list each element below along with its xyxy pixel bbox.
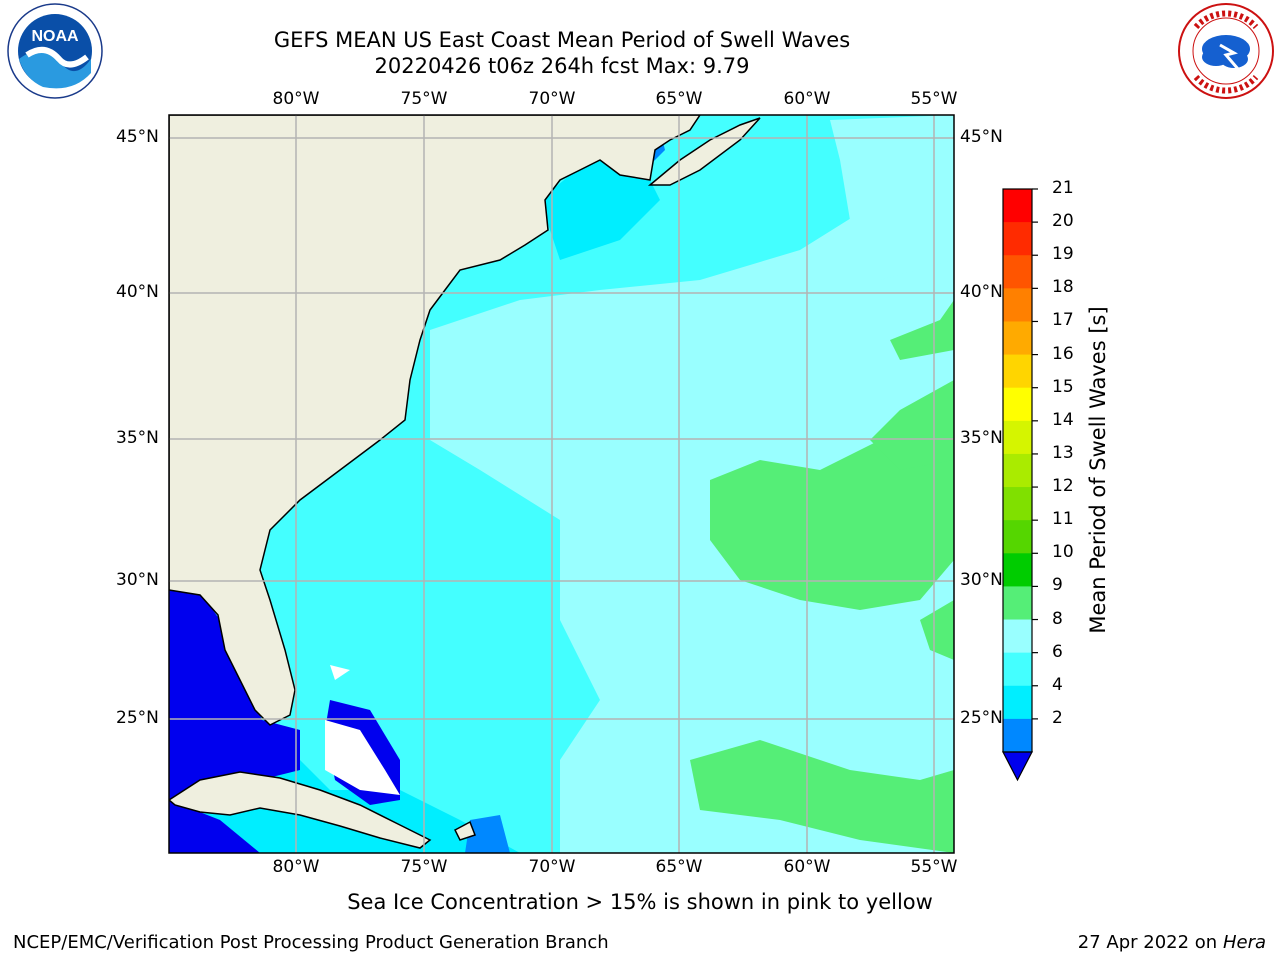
- lat-label-right-25n: 25°N: [960, 708, 1003, 728]
- lon-label-bottom-75w: 75°W: [400, 857, 448, 877]
- colorbar-tick-label: 10: [1052, 542, 1074, 563]
- colorbar-tick-label: 2: [1052, 707, 1063, 728]
- footer-machine: Hera: [1222, 932, 1266, 953]
- map-frame: [168, 114, 955, 854]
- colorbar-tick-label: 6: [1052, 641, 1063, 662]
- colorbar-frame: [1002, 188, 1033, 753]
- footer-on: on: [1194, 932, 1218, 953]
- colorbar-segment: [1003, 586, 1032, 621]
- land-hispaniola: [454, 820, 476, 841]
- sea-ice-note: Sea Ice Concentration > 15% is shown in …: [347, 890, 933, 914]
- land-nova-scotia: [647, 117, 761, 186]
- swell-2s-gulf-mexico: [169, 585, 300, 810]
- colorbar-tick-label: 20: [1052, 211, 1074, 232]
- colorbar-segment: [1003, 387, 1032, 422]
- colorbar-segment: [1003, 189, 1032, 223]
- lat-label-right-35n: 35°N: [960, 428, 1003, 448]
- colorbar-segment: [1003, 453, 1032, 488]
- colorbar-tick-label: 11: [1052, 509, 1074, 530]
- swell-6-8s-gulf-maine: [540, 150, 660, 260]
- colorbar-segment: [1003, 321, 1032, 356]
- lon-label-top-60w: 60°W: [783, 89, 831, 109]
- map-graticule: [169, 115, 954, 853]
- land-north-america: [169, 115, 701, 726]
- lat-label-left-30n: 30°N: [116, 570, 159, 590]
- lon-label-bottom-60w: 60°W: [783, 857, 831, 877]
- colorbar-tick-label: 18: [1052, 277, 1074, 298]
- lat-label-left-40n: 40°N: [116, 282, 159, 302]
- colorbar-segment: [1003, 553, 1032, 587]
- no-data-little-bahama-bank: [330, 665, 350, 680]
- swell-9s-southeast-patch: [690, 740, 954, 853]
- lat-label-right-45n: 45°N: [960, 127, 1003, 147]
- colorbar-tick-label: 8: [1052, 608, 1063, 629]
- lon-label-bottom-70w: 70°W: [528, 857, 576, 877]
- colorbar-tick-label: 12: [1052, 476, 1074, 497]
- swell-8-9s-northeast: [830, 115, 954, 280]
- lat-label-right-40n: 40°N: [960, 282, 1003, 302]
- colorbar-segment: [1003, 354, 1032, 389]
- map-title: GEFS MEAN US East Coast Mean Period of S…: [273, 28, 851, 52]
- colorbar-label: Mean Period of Swell Waves [s]: [1086, 306, 1110, 634]
- colorbar-segment: [1003, 420, 1032, 455]
- lat-label-left-35n: 35°N: [116, 428, 159, 448]
- swell-8-9s-region: [430, 180, 954, 853]
- lon-label-top-55w: 55°W: [910, 89, 958, 109]
- colorbar-segment: [1003, 222, 1032, 256]
- colorbar-segment: [1003, 718, 1032, 753]
- colorbar-tick-label: 19: [1052, 244, 1074, 265]
- land-cuba: [169, 771, 432, 849]
- colorbar: [1002, 188, 1038, 782]
- colorbar-tick-label: 14: [1052, 409, 1074, 430]
- colorbar-tick-label: 17: [1052, 310, 1074, 331]
- colorbar-segment: [1003, 288, 1032, 322]
- footer-date: 27 Apr 2022: [1077, 932, 1190, 953]
- colorbar-segment: [1003, 487, 1032, 521]
- swell-9s-small-patch: [920, 600, 954, 660]
- colorbar-tick-label: 15: [1052, 376, 1074, 397]
- svg-text:NOAA: NOAA: [31, 28, 79, 45]
- colorbar-segment: [1003, 685, 1032, 720]
- lon-label-top-70w: 70°W: [528, 89, 576, 109]
- swell-9s-northeast-patch: [890, 300, 954, 360]
- map-subtitle: 20220426 t06z 264h fcst Max: 9.79: [374, 54, 750, 78]
- colorbar-segment: [1003, 520, 1032, 554]
- lon-label-top-80w: 80°W: [272, 89, 320, 109]
- lon-label-bottom-80w: 80°W: [272, 857, 320, 877]
- map-panel: [169, 115, 954, 853]
- lon-label-bottom-55w: 55°W: [910, 857, 958, 877]
- noaa-logo: NOAA: [3, 3, 103, 99]
- colorbar-tick-label: 13: [1052, 442, 1074, 463]
- colorbar-extend-below: [1002, 751, 1033, 782]
- footer-date-machine: 27 Apr 2022 on Hera: [1078, 932, 1266, 953]
- footer-branch: NCEP/EMC/Verification Post Processing Pr…: [13, 932, 609, 953]
- lon-label-top-65w: 65°W: [655, 89, 703, 109]
- colorbar-segment: [1003, 619, 1032, 654]
- colorbar-tick-label: 16: [1052, 343, 1074, 364]
- colorbar-segment: [1003, 652, 1032, 687]
- no-data-great-bahama-bank: [325, 720, 400, 795]
- swell-9s-east-patch: [870, 380, 954, 470]
- swell-4s-hispaniola: [465, 815, 510, 853]
- swell-2s-caribbean-west: [169, 800, 260, 853]
- colorbar-segment: [1003, 255, 1032, 289]
- colorbar-tick-label: 4: [1052, 674, 1063, 695]
- lon-label-top-75w: 75°W: [400, 89, 448, 109]
- national-weather-service-logo: [1176, 3, 1276, 99]
- colorbar-tick-label: 9: [1052, 575, 1063, 596]
- lon-label-bottom-65w: 65°W: [655, 857, 703, 877]
- colorbar-tick-label: 21: [1052, 178, 1074, 198]
- lat-label-left-25n: 25°N: [116, 708, 159, 728]
- lat-label-left-45n: 45°N: [116, 127, 159, 147]
- lat-label-right-30n: 30°N: [960, 570, 1003, 590]
